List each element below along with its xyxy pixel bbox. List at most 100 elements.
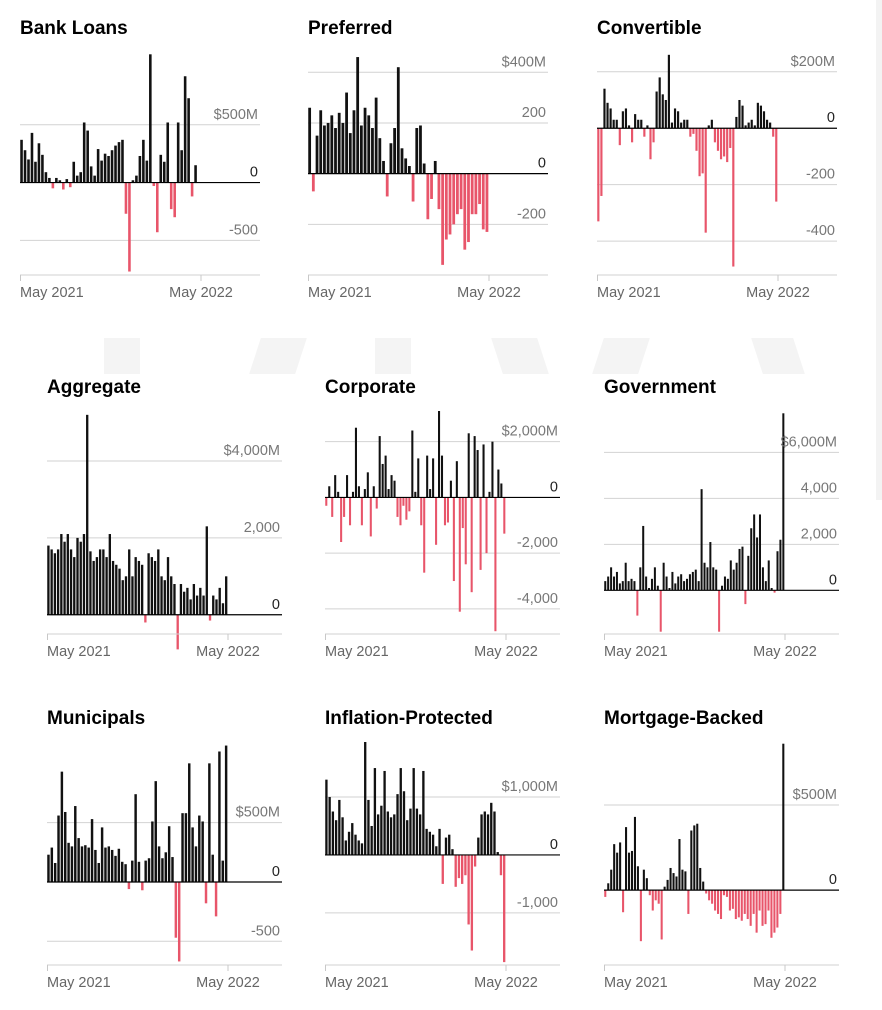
inflow-bar [496,852,499,855]
inflow-bar [371,128,374,174]
inflow-bar [473,436,476,498]
inflow-bar [756,102,759,129]
watermark-shape [491,338,549,374]
inflow-bar [75,175,79,183]
inflow-bar [658,77,661,129]
outflow-bar [708,890,711,901]
outflow-bar [770,890,773,938]
inflow-bar [56,549,60,615]
inflow-bar [337,112,341,174]
inflow-bar [417,458,420,498]
outflow-bar [177,881,181,962]
outflow-bar [639,890,642,942]
inflow-bar [135,175,138,183]
inflow-bar [67,842,70,882]
inflow-bar [678,839,681,891]
inflow-bar [378,436,381,498]
outflow-bar [411,173,415,202]
chart-svg: $2,000M 0 -2,000 -4,000 May 2021 May 2022 [325,411,560,660]
inflow-bar [707,125,710,129]
inflow-bar [700,489,703,591]
inflow-bar [663,886,666,891]
watermark-shape [375,338,411,374]
inflow-bar [198,815,201,882]
inflow-bar [102,549,105,615]
inflow-bar [606,102,609,129]
outflow-bar [458,497,461,612]
bars [20,54,201,272]
inflow-bar [356,57,360,174]
y-tick-label: $500M [793,787,837,803]
chart-title: Municipals [47,708,146,729]
inflow-bar [58,180,62,183]
inflow-bar [627,852,631,891]
outflow-bar [430,173,433,199]
outflow-bar [441,173,445,265]
inflow-bar [80,846,84,882]
inflow-bar [729,560,732,591]
inflow-bar [640,119,643,129]
inflow-bar [409,808,412,855]
inflow-bar [610,869,613,891]
inflow-bar [432,458,435,498]
outflow-bar [698,128,701,177]
inflow-bar [646,125,649,129]
inflow-bar [124,576,128,615]
inflow-bar [74,806,77,882]
inflow-bar [673,108,677,129]
inflow-bar [363,489,366,498]
inflow-bar [435,846,438,855]
outflow-bar [331,497,334,517]
inflow-bar [338,799,341,855]
outflow-bar [124,182,128,214]
inflow-bar [144,860,147,882]
inflow-bar [76,537,79,615]
inflow-bar [215,599,218,615]
inflow-bar [419,125,422,174]
outflow-bar [597,128,600,222]
inflow-bar [425,828,428,855]
scrollbar-track[interactable] [876,0,882,500]
inflow-bar [199,587,202,615]
inflow-bar [415,128,419,174]
outflow-bar [737,890,740,918]
inflow-bar [738,99,741,129]
outflow-bar [618,128,621,146]
inflow-bar [630,578,633,591]
inflow-bar [328,486,331,498]
y-tick-label: $500M [214,107,258,123]
bars [308,57,489,265]
outflow-bar [687,890,690,914]
y-tick-label: 200 [522,105,546,121]
inflow-bar [415,808,419,855]
outflow-bar [722,890,726,896]
inflow-bar [683,119,686,129]
chart-convertible: Convertible $200M 0 -200 -400 May 2021 May 20… [597,18,867,318]
x-tick-label: May 2022 [474,644,538,660]
outflow-bar [456,173,459,215]
inflow-bar [325,779,328,855]
y-tick-label: $1,000M [502,779,558,795]
inflow-bar [407,166,411,174]
inflow-bar [27,159,30,183]
inflow-bar [645,576,648,591]
inflow-bar [627,125,631,129]
inflow-bar [400,148,404,174]
x-tick-label: May 2021 [597,285,661,301]
inflow-bar [615,571,618,591]
outflow-bar [659,590,662,632]
inflow-bar [131,180,135,183]
chart-svg: $400M 200 0 -200 May 2021 May 2022 [308,54,548,301]
outflow-bar [728,890,731,911]
inflow-bar [157,549,160,615]
inflow-bar [444,837,448,855]
inflow-bar [767,560,770,591]
outflow-bar [719,890,723,920]
inflow-bar [493,811,496,855]
x-tick-label: May 2022 [753,975,817,991]
inflow-bar [354,427,357,498]
inflow-bar [396,794,399,855]
inflow-bar [670,122,674,129]
outflow-bar [773,590,776,593]
inflow-bar [482,444,485,498]
